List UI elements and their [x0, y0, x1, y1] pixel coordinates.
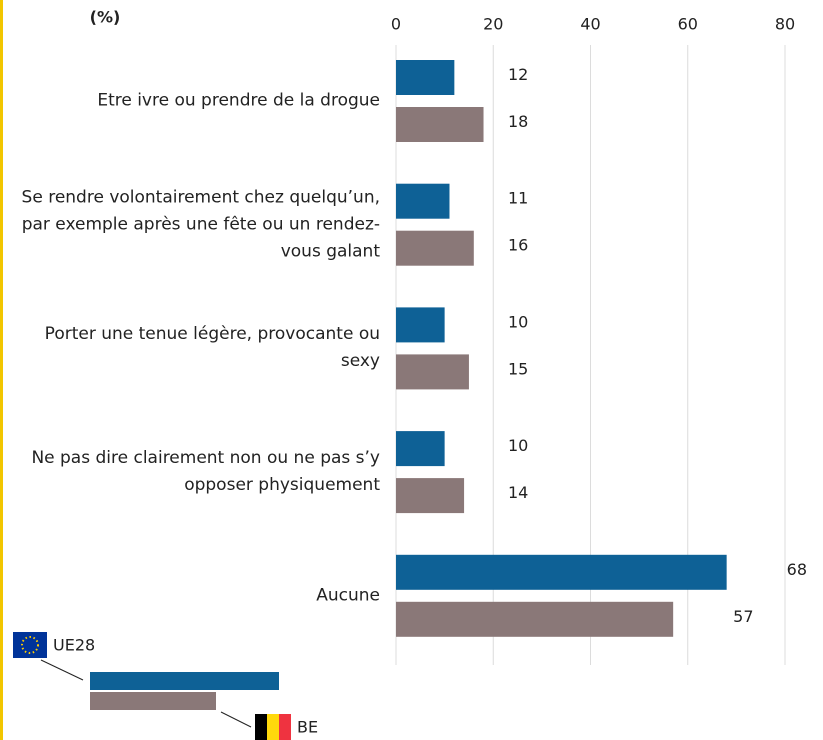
x-tick-label: 40 — [580, 15, 600, 34]
legend-swatch — [90, 672, 279, 690]
category-label: Aucune — [316, 585, 380, 606]
value-label: 15 — [508, 359, 528, 378]
bar — [396, 478, 465, 514]
be-flag — [255, 714, 291, 740]
bar — [396, 60, 455, 95]
category-label: Se rendre volontairement chez quelqu’un,… — [21, 187, 380, 262]
value-label: 18 — [508, 112, 528, 131]
category-label: Ne pas dire clairement non ou ne pas s’y… — [31, 448, 380, 496]
value-label: 12 — [508, 65, 528, 84]
chart-svg: (%) 0 20 40 60 80 12 18 11 16 10 15 10 14 68 57 UE28 BE — [13, 8, 807, 740]
x-tick-label: 0 — [391, 15, 401, 34]
value-label: 14 — [508, 483, 528, 502]
category-label: Porter une tenue légère, provocante ou s… — [44, 324, 380, 372]
legend-label: BE — [297, 718, 318, 737]
bar — [396, 554, 727, 590]
bar — [396, 601, 674, 637]
x-tick-label: 20 — [483, 15, 503, 34]
value-label: 10 — [508, 312, 528, 331]
category-label: Etre ivre ou prendre de la drogue — [97, 90, 380, 111]
bar — [396, 230, 474, 266]
bar — [396, 431, 445, 467]
value-label: 10 — [508, 436, 528, 455]
legend-leader — [40, 659, 84, 681]
bar — [396, 107, 484, 142]
bar — [396, 307, 445, 343]
value-label: 68 — [787, 560, 807, 579]
bar — [396, 354, 469, 390]
value-label: 11 — [508, 189, 528, 208]
value-label: 16 — [508, 236, 528, 255]
legend-swatch — [90, 692, 216, 710]
bar — [396, 183, 450, 219]
x-tick-label: 60 — [678, 15, 698, 34]
value-label: 57 — [733, 607, 753, 626]
legend-label: UE28 — [53, 636, 95, 655]
x-tick-label: 80 — [775, 15, 795, 34]
eu-flag — [13, 632, 47, 658]
chart-title: (%) — [90, 8, 121, 27]
legend-leader — [220, 711, 252, 728]
